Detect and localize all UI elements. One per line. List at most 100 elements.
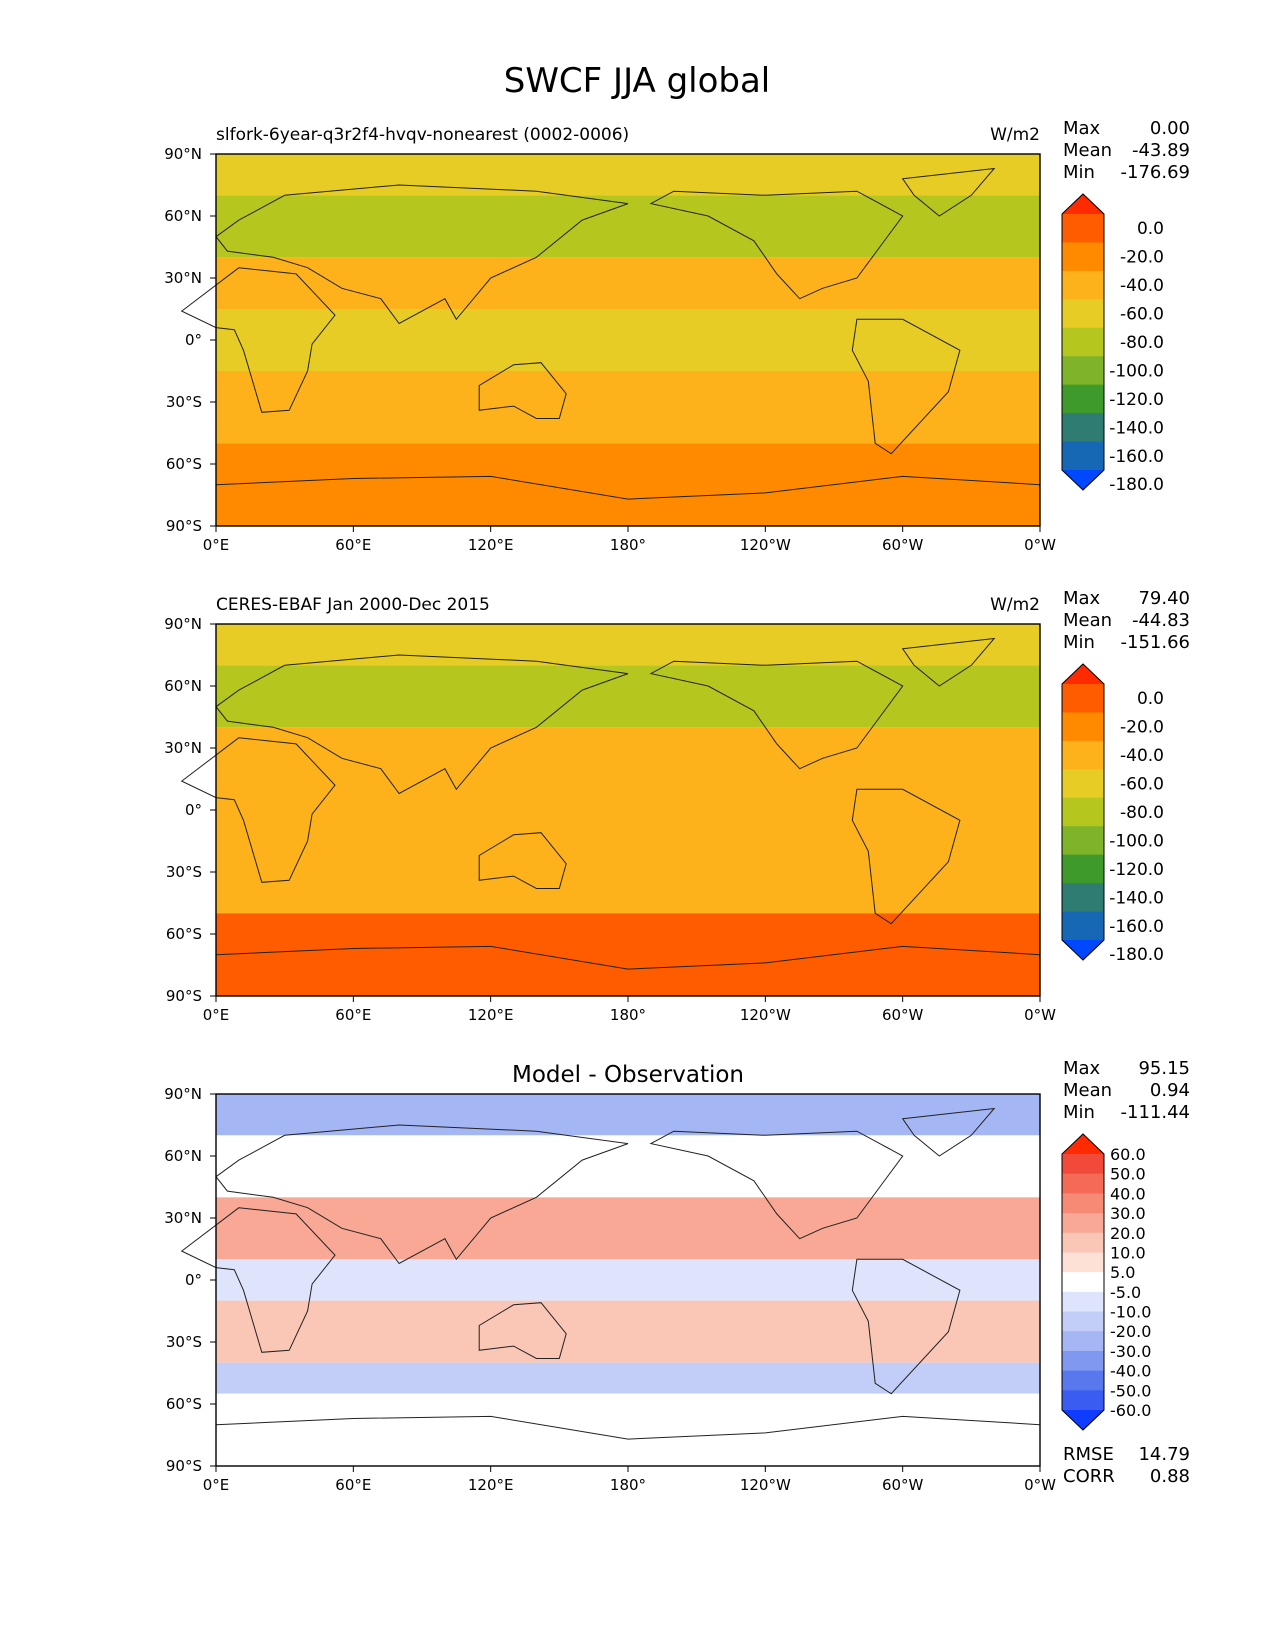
colorbar-cap-top	[1062, 194, 1104, 214]
colorbar: 0.0 -20.0 -40.0 -60.0 -80.0 -100.0 -120.0 -140.…	[1061, 193, 1164, 495]
y-tick-label: 0°	[185, 1271, 202, 1289]
colorbar-outline	[1061, 663, 1105, 961]
map-band	[216, 665, 1040, 728]
colorbar-label: 40.0	[1110, 1184, 1146, 1203]
colorbar-segment	[1062, 797, 1104, 827]
colorbar-cap-bottom	[1062, 940, 1104, 960]
coastline	[649, 1130, 904, 1240]
stat-label: Max	[1063, 588, 1101, 609]
x-tick-label: 120°W	[740, 1476, 791, 1494]
coastline	[478, 1302, 567, 1359]
colorbar-label: -60.0	[1110, 1401, 1151, 1420]
colorbar-segment	[1062, 1154, 1104, 1175]
coastline	[851, 1258, 961, 1395]
map-band	[216, 1393, 1040, 1466]
stat-label: Max	[1063, 1058, 1101, 1079]
colorbar-label: -20.0	[1120, 248, 1164, 268]
coastline	[649, 660, 904, 770]
footer-stat-label: RMSE	[1063, 1444, 1114, 1465]
stat-value: -44.83	[1132, 610, 1190, 631]
colorbar-label: 0.0	[1137, 219, 1164, 239]
panel-1: slfork-6year-q3r2f4-hvqv-nonearest (0002…	[164, 118, 1190, 554]
colorbar-label: -60.0	[1120, 305, 1164, 325]
footer-stat-value: 0.88	[1150, 1466, 1190, 1487]
map-band	[216, 257, 1040, 309]
coastlines	[180, 637, 1041, 970]
panel-2: CERES-EBAF Jan 2000-Dec 2015 W/m2 Max 79.40…	[164, 588, 1190, 1024]
colorbar-label: 5.0	[1110, 1263, 1135, 1282]
stat-value: 0.00	[1150, 118, 1190, 139]
x-tick-label: 0°W	[1024, 536, 1056, 554]
footer-stat-label: CORR	[1063, 1466, 1115, 1487]
y-tick-label: 60°N	[164, 207, 202, 225]
colorbar-label: 30.0	[1110, 1204, 1146, 1223]
colorbar-label: -40.0	[1120, 746, 1164, 766]
map-band	[216, 779, 1040, 841]
colorbar-cap-bottom	[1062, 1410, 1104, 1430]
colorbar: 60.050.040.030.020.010.05.0-5.0-10.0-20.…	[1061, 1133, 1151, 1431]
colorbar-segment	[1062, 384, 1104, 414]
y-tick-label: 90°N	[164, 145, 202, 163]
colorbar-label: -40.0	[1110, 1362, 1151, 1381]
colorbar-label: -180.0	[1109, 475, 1164, 495]
colorbar-segment	[1062, 911, 1104, 941]
coastline	[901, 167, 996, 217]
y-tick-label: 90°N	[164, 615, 202, 633]
colorbar-segment	[1062, 1213, 1104, 1234]
colorbar-segment	[1062, 356, 1104, 386]
panel-title-center: Model - Observation	[512, 1062, 744, 1088]
panels: slfork-6year-q3r2f4-hvqv-nonearest (0002…	[164, 118, 1190, 1494]
y-tick-label: 60°S	[166, 455, 202, 473]
colorbar-segment	[1062, 883, 1104, 913]
colorbar: 0.0 -20.0 -40.0 -60.0 -80.0 -100.0 -120.0 -140.…	[1061, 663, 1164, 965]
colorbar-cap-bottom	[1062, 470, 1104, 490]
colorbar-label: 60.0	[1110, 1145, 1146, 1164]
colorbar-label: -30.0	[1110, 1342, 1151, 1361]
y-tick-label: 90°N	[164, 1085, 202, 1103]
x-tick-label: 0°W	[1024, 1476, 1056, 1494]
y-tick-label: 60°S	[166, 925, 202, 943]
coastline	[180, 737, 336, 883]
x-tick-label: 0°E	[203, 1476, 230, 1494]
coastlines	[180, 167, 1041, 500]
colorbar-label: -20.0	[1110, 1322, 1151, 1341]
coastline	[851, 318, 961, 455]
colorbar-segment	[1062, 1232, 1104, 1253]
colorbar-segment	[1062, 1272, 1104, 1293]
y-tick-label: 60°N	[164, 1147, 202, 1165]
coastline	[215, 654, 629, 795]
map-band	[216, 624, 1040, 666]
x-tick-label: 120°W	[740, 1006, 791, 1024]
colorbar-label: -80.0	[1120, 333, 1164, 353]
stat-label: Min	[1063, 162, 1095, 183]
panel-title-left: slfork-6year-q3r2f4-hvqv-nonearest (0002…	[216, 125, 629, 145]
colorbar-segment	[1062, 1252, 1104, 1273]
colorbar-outline	[1061, 1133, 1105, 1431]
coastline	[215, 1415, 1041, 1440]
stat-label: Max	[1063, 118, 1101, 139]
colorbar-label: 0.0	[1137, 689, 1164, 709]
x-tick-label: 0°W	[1024, 1006, 1056, 1024]
colorbar-segment	[1062, 242, 1104, 272]
x-tick-label: 180°	[610, 536, 646, 554]
y-tick-label: 60°S	[166, 1395, 202, 1413]
coastline	[215, 1124, 629, 1265]
x-tick-label: 120°E	[468, 1476, 514, 1494]
x-tick-label: 60°W	[882, 536, 924, 554]
coastline	[851, 788, 961, 925]
stat-value: -176.69	[1121, 162, 1190, 183]
y-tick-label: 30°N	[164, 269, 202, 287]
colorbar-segment	[1062, 270, 1104, 300]
stat-value: -111.44	[1121, 1102, 1190, 1123]
colorbar-segment	[1062, 327, 1104, 357]
map-band	[216, 1300, 1040, 1363]
y-tick-label: 30°N	[164, 1209, 202, 1227]
map-band	[216, 1259, 1040, 1301]
map-band	[216, 1094, 1040, 1136]
colorbar-segment	[1062, 684, 1104, 713]
colorbar-label: -140.0	[1109, 888, 1164, 908]
map-field	[216, 624, 1040, 996]
colorbar-label: -20.0	[1120, 718, 1164, 738]
stat-value: 0.94	[1150, 1080, 1190, 1101]
colorbar-label: 50.0	[1110, 1165, 1146, 1184]
